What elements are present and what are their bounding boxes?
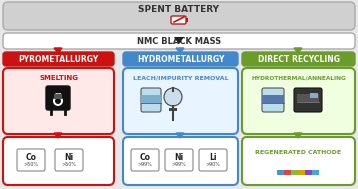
FancyBboxPatch shape xyxy=(242,52,355,66)
FancyBboxPatch shape xyxy=(3,2,355,30)
Text: Ni: Ni xyxy=(64,153,73,161)
Text: :  xyxy=(55,93,61,103)
FancyBboxPatch shape xyxy=(141,88,161,112)
Text: HYDROMETALLURGY: HYDROMETALLURGY xyxy=(137,54,224,64)
FancyBboxPatch shape xyxy=(123,137,238,185)
Circle shape xyxy=(164,88,182,106)
Text: REGENERATED CATHODE: REGENERATED CATHODE xyxy=(256,150,342,156)
FancyBboxPatch shape xyxy=(17,149,45,171)
Text: PYROMETALLURGY: PYROMETALLURGY xyxy=(18,54,98,64)
FancyBboxPatch shape xyxy=(123,52,238,66)
Circle shape xyxy=(53,96,63,106)
FancyBboxPatch shape xyxy=(123,68,238,134)
FancyBboxPatch shape xyxy=(199,149,227,171)
Text: LEACH/IMPURITY REMOVAL: LEACH/IMPURITY REMOVAL xyxy=(133,75,228,81)
FancyBboxPatch shape xyxy=(242,137,355,185)
FancyBboxPatch shape xyxy=(3,33,355,49)
FancyBboxPatch shape xyxy=(262,88,284,112)
Text: >50%: >50% xyxy=(24,163,39,167)
FancyBboxPatch shape xyxy=(3,68,114,134)
Bar xyxy=(169,108,177,111)
FancyBboxPatch shape xyxy=(294,88,322,112)
Bar xyxy=(262,95,284,103)
Bar xyxy=(284,170,291,175)
Text: >90%: >90% xyxy=(205,163,221,167)
Text: >99%: >99% xyxy=(137,163,153,167)
FancyBboxPatch shape xyxy=(46,86,70,110)
Polygon shape xyxy=(176,133,184,138)
FancyBboxPatch shape xyxy=(165,149,193,171)
Bar xyxy=(297,94,319,102)
Polygon shape xyxy=(174,37,184,44)
Polygon shape xyxy=(176,48,184,53)
Bar xyxy=(54,94,62,99)
Text: DIRECT RECYCLING: DIRECT RECYCLING xyxy=(257,54,339,64)
Bar xyxy=(141,95,161,103)
Bar xyxy=(312,170,319,175)
Polygon shape xyxy=(54,133,62,138)
Text: >99%: >99% xyxy=(171,163,187,167)
Bar xyxy=(277,170,284,175)
Text: Li: Li xyxy=(209,153,217,161)
Polygon shape xyxy=(294,133,302,138)
Bar xyxy=(291,170,298,175)
Circle shape xyxy=(55,98,61,104)
FancyBboxPatch shape xyxy=(131,149,159,171)
FancyBboxPatch shape xyxy=(55,149,83,171)
Text: Co: Co xyxy=(140,153,150,161)
Text: >50%: >50% xyxy=(62,163,77,167)
Bar xyxy=(305,170,312,175)
FancyBboxPatch shape xyxy=(242,68,355,134)
Bar xyxy=(310,93,318,98)
Bar xyxy=(186,18,188,22)
Text: NMC BLACK MASS: NMC BLACK MASS xyxy=(137,36,221,46)
Text: Co: Co xyxy=(25,153,37,161)
Text: Ni: Ni xyxy=(174,153,184,161)
Text: SPENT BATTERY: SPENT BATTERY xyxy=(139,5,219,15)
Bar xyxy=(298,170,305,175)
FancyBboxPatch shape xyxy=(3,137,114,185)
FancyBboxPatch shape xyxy=(3,52,114,66)
Text: HYDROTHERMAL/ANNEALING: HYDROTHERMAL/ANNEALING xyxy=(251,75,346,81)
Polygon shape xyxy=(294,48,302,53)
FancyBboxPatch shape xyxy=(171,16,186,24)
Text: SMELTING: SMELTING xyxy=(39,75,78,81)
Polygon shape xyxy=(54,48,62,53)
